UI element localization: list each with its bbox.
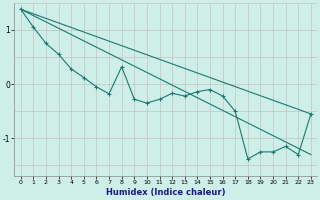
X-axis label: Humidex (Indice chaleur): Humidex (Indice chaleur) <box>106 188 226 197</box>
